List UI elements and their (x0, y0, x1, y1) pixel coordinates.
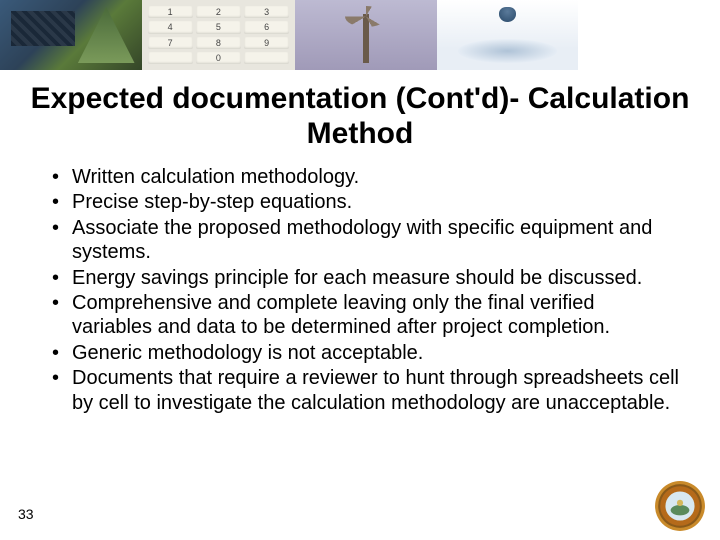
calc-key (244, 52, 289, 64)
header-image-solar-house (0, 0, 142, 70)
page-number: 33 (18, 506, 34, 522)
calc-key: 7 (148, 37, 193, 49)
header-image-blank (578, 0, 720, 70)
header-image-strip: 1 2 3 4 5 6 7 8 9 0 (0, 0, 720, 70)
header-image-wind-turbine (295, 0, 437, 70)
calc-key: 0 (196, 52, 241, 64)
calc-key: 2 (196, 6, 241, 18)
calc-key: 3 (244, 6, 289, 18)
calc-key: 1 (148, 6, 193, 18)
bullet-item: Generic methodology is not acceptable. (50, 341, 680, 365)
bullet-item: Energy savings principle for each measur… (50, 266, 680, 290)
calc-key: 9 (244, 37, 289, 49)
calc-key (148, 52, 193, 64)
bullet-item: Comprehensive and complete leaving only … (50, 291, 680, 340)
calc-key: 6 (244, 21, 289, 33)
bullet-list: Written calculation methodology. Precise… (0, 159, 720, 415)
header-image-water-drop (437, 0, 579, 70)
header-image-calculator: 1 2 3 4 5 6 7 8 9 0 (142, 0, 296, 70)
bullet-item: Precise step-by-step equations. (50, 190, 680, 214)
calc-key: 8 (196, 37, 241, 49)
calc-key: 5 (196, 21, 241, 33)
calc-key: 4 (148, 21, 193, 33)
slide-title: Expected documentation (Cont'd)- Calcula… (0, 70, 720, 159)
state-seal-icon (654, 480, 706, 532)
bullet-item: Documents that require a reviewer to hun… (50, 366, 680, 415)
bullet-item: Associate the proposed methodology with … (50, 216, 680, 265)
bullet-item: Written calculation methodology. (50, 165, 680, 189)
